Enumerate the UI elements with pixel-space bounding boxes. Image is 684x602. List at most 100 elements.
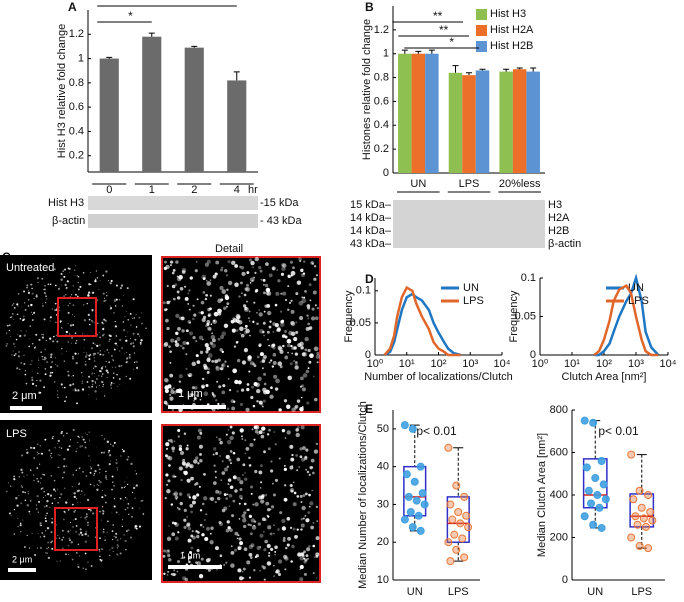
speckle	[13, 475, 16, 478]
speckle	[186, 522, 191, 527]
speckle	[214, 546, 219, 551]
speckle	[130, 484, 132, 486]
speckle	[58, 466, 60, 468]
speckle	[214, 470, 217, 473]
speckle	[286, 338, 292, 344]
point	[635, 542, 644, 550]
speckle	[114, 321, 116, 323]
speckle	[219, 334, 225, 340]
speckle	[103, 528, 105, 531]
speckle	[300, 268, 304, 273]
speckle	[289, 483, 293, 488]
speckle	[187, 320, 192, 324]
speckle	[199, 452, 203, 456]
speckle	[174, 495, 179, 500]
speckle	[73, 492, 76, 495]
speckle	[194, 483, 197, 486]
speckle	[245, 327, 248, 330]
speckle	[114, 325, 118, 328]
speckle	[66, 432, 68, 435]
speckle	[300, 517, 304, 521]
speckle	[91, 385, 94, 388]
x-unit: hr	[248, 184, 258, 196]
speckle	[108, 449, 111, 453]
speckle	[303, 296, 306, 299]
speckle	[182, 551, 185, 554]
speckle	[123, 329, 126, 332]
speckle	[286, 430, 291, 435]
speckle	[239, 576, 244, 581]
speckle	[99, 558, 102, 561]
point	[639, 514, 648, 523]
speckle	[43, 473, 46, 476]
speckle	[289, 260, 294, 264]
speckle	[35, 294, 38, 296]
speckle	[196, 548, 200, 553]
speckle	[44, 438, 47, 441]
speckle	[63, 510, 66, 513]
speckle	[282, 538, 286, 542]
speckle	[67, 370, 70, 373]
y-tick-label: 0.1	[521, 272, 536, 284]
speckle	[228, 493, 233, 498]
speckle	[180, 316, 185, 321]
speckle	[196, 435, 201, 440]
speckle	[43, 288, 46, 291]
speckle	[25, 382, 28, 385]
speckle	[254, 256, 259, 262]
speckle	[99, 537, 101, 539]
speckle	[263, 310, 266, 313]
speckle	[170, 503, 174, 506]
speckle	[101, 381, 104, 384]
speckle	[280, 292, 283, 295]
speckle	[72, 324, 75, 327]
speckle	[261, 517, 266, 522]
point	[454, 508, 463, 516]
speckle	[141, 322, 143, 325]
speckle	[97, 464, 100, 467]
speckle	[196, 298, 199, 301]
speckle	[91, 383, 94, 386]
speckle	[67, 311, 70, 314]
speckle	[23, 354, 25, 356]
speckle	[49, 374, 52, 377]
speckle	[18, 494, 20, 497]
speckle	[290, 457, 295, 462]
speckle	[168, 525, 170, 527]
speckle	[191, 386, 195, 390]
speckle	[307, 557, 309, 560]
speckle	[48, 449, 51, 452]
speckle	[306, 470, 310, 474]
speckle	[177, 435, 180, 438]
speckle	[247, 317, 250, 320]
legend-swatch	[476, 9, 487, 20]
panel-letter: E	[365, 402, 373, 416]
speckle	[227, 429, 230, 431]
speckle	[176, 276, 182, 282]
speckle	[90, 468, 92, 470]
speckle	[239, 402, 244, 407]
speckle	[181, 267, 187, 273]
speckle	[104, 493, 106, 495]
speckle	[241, 360, 247, 365]
speckle	[62, 476, 64, 479]
speckle	[130, 536, 133, 539]
speckle	[68, 554, 70, 556]
speckle	[256, 400, 259, 403]
speckle	[50, 361, 54, 364]
speckle	[26, 504, 29, 507]
speckle	[54, 490, 57, 492]
y-tick-label: 0.4	[69, 125, 84, 137]
speckle	[41, 473, 43, 475]
speckle	[129, 342, 133, 345]
speckle	[223, 493, 227, 496]
speckle	[220, 268, 224, 272]
speckle	[61, 327, 63, 329]
speckle	[274, 478, 279, 482]
speckle	[59, 321, 62, 324]
speckle	[89, 459, 91, 461]
speckle	[56, 488, 58, 490]
speckle	[108, 554, 111, 557]
speckle	[15, 497, 18, 500]
speckle	[249, 523, 253, 527]
